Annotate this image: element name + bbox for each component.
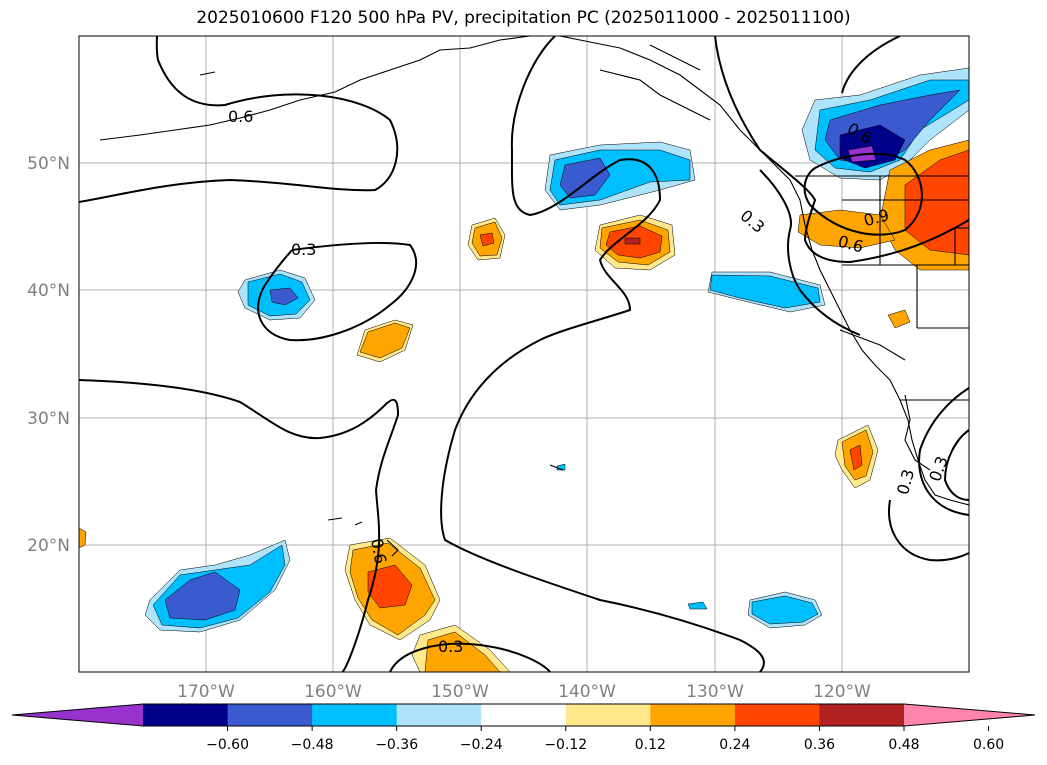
lon-axis-labels: 170°W 160°W 150°W 140°W 130°W 120°W <box>177 682 871 702</box>
colorbar-extend-max <box>904 704 1035 726</box>
colorbar-tick-label: −0.36 <box>375 737 418 753</box>
colorbar-segment <box>734 704 820 726</box>
pv-contours <box>79 36 969 672</box>
colorbar-segment <box>143 704 229 726</box>
lon-label: 130°W <box>686 682 744 702</box>
map-frame <box>78 35 970 673</box>
colorbar-tick-label: 0.12 <box>635 737 666 753</box>
lat-label: 40°N <box>27 281 70 301</box>
colorbar-segment <box>396 704 482 726</box>
colorbar-tick-label: 0.48 <box>888 737 919 753</box>
colorbar-tick-label: 0.60 <box>973 737 1004 753</box>
colorbar-segment <box>650 704 736 726</box>
colorbar: −0.60 −0.48 −0.36 −0.24 −0.12 0.12 0.24 0.36 0.4… <box>11 703 1036 753</box>
colorbar-tick-label: −0.24 <box>460 737 503 753</box>
colorbar-tick-label: 0.36 <box>804 737 835 753</box>
colorbar-segment <box>819 704 905 726</box>
lat-axis-labels: 50°N 40°N 30°N 20°N <box>27 154 70 556</box>
lat-label: 50°N <box>27 154 70 174</box>
lat-label: 20°N <box>27 536 70 556</box>
colorbar-tick-label: −0.48 <box>291 737 334 753</box>
coastlines <box>99 36 969 557</box>
colorbar-tick-label: −0.60 <box>206 737 249 753</box>
lon-label: 140°W <box>558 682 616 702</box>
colorbar-outline <box>11 703 1036 727</box>
contour-label: 0.3 <box>291 240 316 259</box>
colorbar-segment <box>565 704 651 726</box>
colorbar-segment <box>312 704 398 726</box>
contour-label: 0.6 <box>228 107 253 126</box>
lon-label: 170°W <box>177 682 235 702</box>
contour-label: 0.6 <box>367 537 390 565</box>
precip-shading <box>79 67 969 672</box>
colorbar-segment <box>481 704 567 726</box>
lon-label: 160°W <box>304 682 362 702</box>
colorbar-segment <box>227 704 313 726</box>
lon-label: 150°W <box>431 682 489 702</box>
colorbar-tick-label: −0.12 <box>544 737 587 753</box>
map-title: 2025010600 F120 500 hPa PV, precipitatio… <box>196 8 851 28</box>
contour-label: 0.3 <box>438 637 463 656</box>
lon-label: 120°W <box>813 682 871 702</box>
colorbar-extend-min <box>12 704 143 726</box>
lat-label: 30°N <box>27 409 70 429</box>
colorbar-tick-label: 0.24 <box>719 737 750 753</box>
